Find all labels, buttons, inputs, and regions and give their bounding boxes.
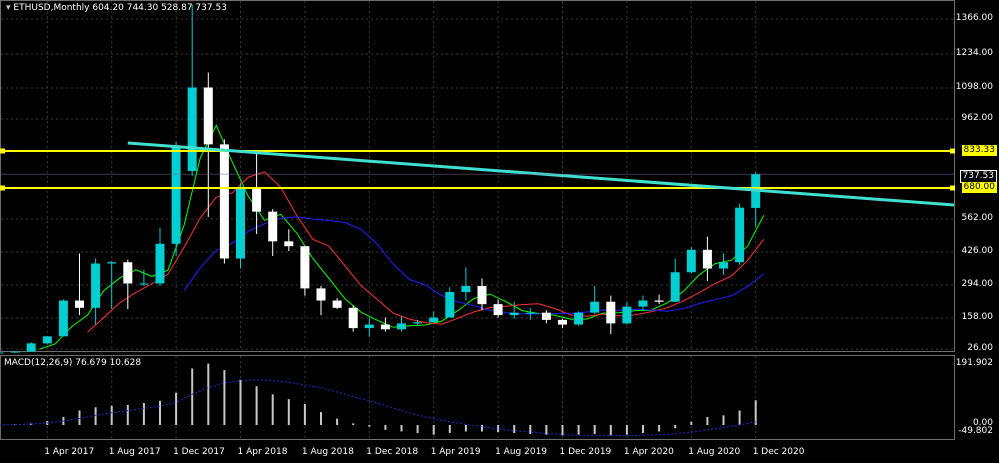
candle-body xyxy=(364,324,374,329)
candle-body xyxy=(58,300,68,337)
candle-body xyxy=(316,288,326,301)
ma-line xyxy=(39,124,765,350)
time-tick-label: 1 Aug 2017 xyxy=(108,447,161,457)
price-tick-label: 962.00 xyxy=(961,113,994,123)
macd-header: MACD(12,26,9) 76.679 10.628 xyxy=(4,358,142,368)
macd-tick-label: 0.00 xyxy=(972,418,993,428)
price-pane-border xyxy=(0,0,955,352)
price-tick-label: 1366.00 xyxy=(955,13,993,23)
price-tick-label: 426.00 xyxy=(961,246,994,256)
candle-body xyxy=(252,188,262,212)
candle-body xyxy=(380,324,390,330)
candle-body xyxy=(477,285,487,305)
macd-indicator xyxy=(0,363,757,437)
candle-body xyxy=(622,306,632,324)
candle-body xyxy=(413,322,423,324)
candle-body xyxy=(155,243,165,284)
candle-body xyxy=(91,263,101,308)
candle-body xyxy=(42,336,52,344)
candle-body xyxy=(670,272,680,302)
candle-body xyxy=(219,144,229,259)
candle-body xyxy=(284,241,294,247)
candle-body xyxy=(574,312,584,325)
ma-line xyxy=(87,171,765,333)
price-tick-label: 562.00 xyxy=(961,213,994,223)
time-tick-label: 1 Aug 2018 xyxy=(301,447,354,457)
candle-body xyxy=(445,292,455,318)
time-tick-label: 1 Dec 2019 xyxy=(559,447,612,457)
price-tick-label: 294.00 xyxy=(961,279,994,289)
grid xyxy=(1,1,954,439)
candle-body xyxy=(107,262,117,264)
time-tick-label: 1 Apr 2018 xyxy=(237,447,288,457)
price-tick-label: 1098.00 xyxy=(955,82,993,92)
candle-body xyxy=(10,351,20,353)
candle-body xyxy=(26,343,36,352)
candle-body xyxy=(719,262,728,269)
level-handle xyxy=(950,185,955,191)
level-handle xyxy=(0,148,5,154)
candle-body xyxy=(638,300,648,307)
time-tick-label: 1 Apr 2020 xyxy=(623,447,674,457)
candle-body xyxy=(397,323,406,330)
time-tick-label: 1 Apr 2017 xyxy=(44,447,95,457)
symbol-name: ETHUSD,Monthly xyxy=(13,3,90,13)
macd-tick-label: 191.902 xyxy=(955,358,993,368)
level-handle xyxy=(0,185,5,191)
candle-body xyxy=(187,87,197,172)
candle-body xyxy=(590,301,600,313)
level-handle xyxy=(950,148,955,154)
candle-body xyxy=(461,285,471,293)
candle-body xyxy=(0,352,4,354)
candle-body xyxy=(332,300,342,308)
candle-body xyxy=(75,300,84,308)
price-tick-label: 1234.00 xyxy=(955,48,993,58)
moving-averages xyxy=(39,124,765,350)
time-tick-label: 1 Aug 2019 xyxy=(495,447,548,457)
price-tick-label: 158.00 xyxy=(961,312,994,322)
candle-body xyxy=(654,300,664,302)
price-tick-label: 26.00 xyxy=(967,343,993,353)
candle-body xyxy=(203,87,213,145)
candle-body xyxy=(509,312,519,316)
candle-body xyxy=(493,304,503,316)
candle-body xyxy=(268,211,278,242)
levels xyxy=(0,141,955,207)
time-tick-label: 1 Dec 2017 xyxy=(173,447,225,457)
candle-body xyxy=(300,246,310,289)
candle-body xyxy=(606,301,616,324)
time-tick-label: 1 Dec 2020 xyxy=(752,447,805,457)
candle-body xyxy=(123,262,133,284)
time-tick-label: 1 Aug 2020 xyxy=(688,447,741,457)
time-tick-label: 1 Dec 2018 xyxy=(366,447,419,457)
ohlc-values: 604.20 744.30 528.87 737.53 xyxy=(92,3,227,13)
resistance-badge: 833.33 xyxy=(961,145,997,156)
symbol-icon: ▾ xyxy=(6,3,11,13)
candle-body xyxy=(525,312,535,314)
candle-body xyxy=(702,249,712,269)
ma-line xyxy=(183,216,765,315)
candle-body xyxy=(348,307,358,329)
macd-pane-border xyxy=(0,355,955,440)
candles xyxy=(0,4,761,354)
time-tick-label: 1 Apr 2019 xyxy=(430,447,481,457)
support-badge: 680.00 xyxy=(961,182,997,193)
candle-body xyxy=(558,319,567,325)
candle-body xyxy=(541,312,551,320)
candle-body xyxy=(139,283,149,285)
candle-body xyxy=(735,207,745,263)
candle-body xyxy=(429,317,439,323)
symbol-header: ▾ ETHUSD,Monthly 604.20 744.30 528.87 73… xyxy=(6,3,227,13)
candle-body xyxy=(686,249,696,273)
candle-body xyxy=(171,146,181,244)
macd-tick-label: -49.802 xyxy=(958,426,993,436)
candle-body xyxy=(236,188,245,259)
